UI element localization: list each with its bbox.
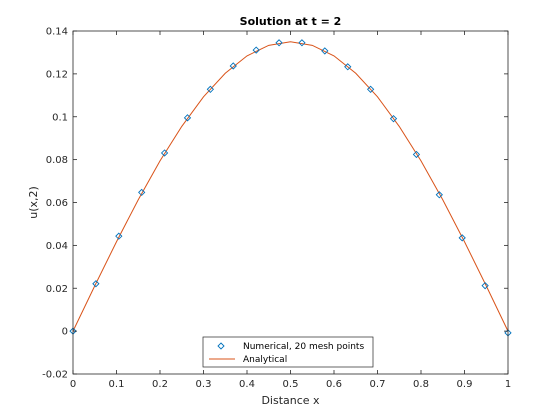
legend: Numerical, 20 mesh points Analytical — [202, 336, 374, 368]
legend-entry-label: Numerical, 20 mesh points — [243, 342, 364, 352]
numerical-data-point — [389, 115, 398, 123]
legend-box — [202, 336, 374, 368]
numerical-data-point — [481, 282, 489, 290]
x-tick-label: 0 — [70, 379, 76, 390]
x-axis-label: Distance x — [261, 394, 320, 407]
numerical-data-point — [435, 191, 443, 199]
x-tick-label: 0.1 — [109, 379, 125, 390]
y-tick-label: 0 — [62, 327, 68, 338]
y-tick-label: 0.12 — [46, 69, 68, 80]
analytical-series-line — [72, 41, 509, 332]
plot-area — [73, 31, 508, 374]
x-tick-label: 0.3 — [196, 379, 212, 390]
numerical-data-point — [206, 85, 215, 93]
y-tick-label: 0.06 — [46, 198, 68, 209]
numerical-data-point — [412, 150, 421, 159]
x-tick-label: 0.5 — [283, 379, 299, 390]
chart-title: Solution at t = 2 — [240, 15, 342, 28]
series-layer — [69, 39, 512, 337]
numerical-data-point — [92, 280, 100, 288]
y-tick-label: 0.14 — [46, 27, 68, 38]
y-tick-label: 0.1 — [52, 112, 68, 123]
y-axis-label: u(x,2) — [27, 186, 40, 219]
y-tick-label: 0.08 — [46, 155, 68, 166]
numerical-data-point — [298, 39, 306, 47]
numerical-data-point — [321, 47, 329, 55]
numerical-data-point — [115, 232, 123, 240]
numerical-data-point — [458, 234, 466, 242]
numerical-data-point — [138, 188, 146, 197]
x-tick-label: 0.6 — [326, 379, 342, 390]
numerical-data-point — [160, 149, 169, 157]
numerical-data-point — [275, 39, 283, 47]
numerical-data-point — [183, 114, 192, 122]
x-tick-label: 0.8 — [413, 379, 429, 390]
legend-marker-icon — [217, 342, 225, 350]
y-tick-label: 0.04 — [46, 241, 68, 252]
numerical-data-point — [229, 62, 237, 70]
x-tick-label: 0.7 — [370, 379, 386, 390]
y-tick-label: -0.02 — [42, 370, 68, 381]
x-tick-label: 0.9 — [457, 379, 473, 390]
x-tick-label: 1 — [505, 379, 511, 390]
numerical-data-point — [252, 46, 260, 54]
ticks-layer: 0 0.1 0.2 0.3 0.4 0.5 0.6 0.7 0.8 0.9 1-0.0200.020… — [42, 27, 511, 391]
legend-entry-label: Analytical — [243, 355, 287, 365]
numerical-data-point — [344, 63, 352, 71]
x-tick-label: 0.2 — [152, 379, 168, 390]
numerical-data-point — [366, 85, 375, 93]
y-tick-label: 0.02 — [46, 284, 68, 295]
x-tick-label: 0.4 — [239, 379, 255, 390]
